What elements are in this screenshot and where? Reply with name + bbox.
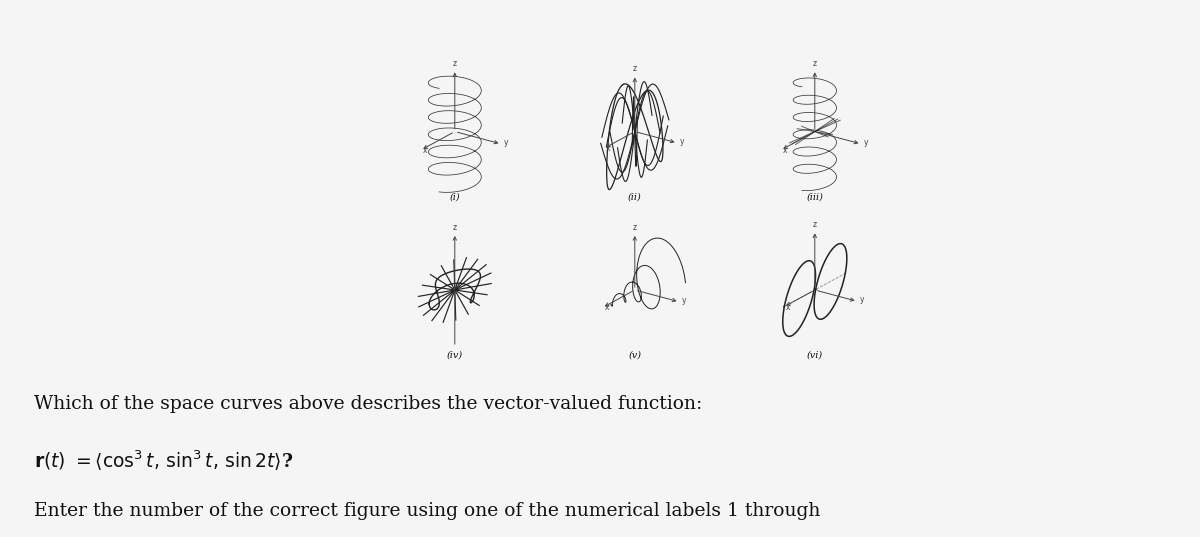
- Text: Enter the number of the correct figure using one of the numerical labels 1 throu: Enter the number of the correct figure u…: [34, 502, 820, 520]
- Text: y: y: [504, 138, 509, 147]
- Text: z: z: [812, 59, 817, 68]
- Text: y: y: [682, 296, 686, 305]
- Text: (v): (v): [629, 351, 641, 360]
- Text: x: x: [424, 146, 427, 155]
- Text: (ii): (ii): [628, 192, 642, 201]
- Text: Which of the space curves above describes the vector-valued function:: Which of the space curves above describe…: [34, 395, 702, 413]
- Text: y: y: [864, 138, 869, 147]
- Text: (vi): (vi): [806, 351, 823, 360]
- Text: x: x: [784, 146, 787, 155]
- Text: z: z: [452, 223, 457, 232]
- Text: x: x: [606, 144, 611, 153]
- Text: (i): (i): [450, 192, 460, 201]
- Text: (iii): (iii): [806, 192, 823, 201]
- Text: z: z: [632, 64, 637, 74]
- Text: $\mathbf{r}$$(t)$ $= \langle\cos^3 t,\,\sin^3 t,\,\sin 2t\rangle$?: $\mathbf{r}$$(t)$ $= \langle\cos^3 t,\,\…: [34, 448, 293, 473]
- Text: z: z: [812, 220, 817, 229]
- Text: (iv): (iv): [446, 351, 463, 360]
- Text: x: x: [786, 303, 791, 311]
- Text: y: y: [680, 137, 685, 146]
- Text: y: y: [860, 295, 865, 304]
- Text: x: x: [605, 303, 610, 313]
- Text: z: z: [632, 223, 637, 232]
- Text: z: z: [452, 59, 457, 68]
